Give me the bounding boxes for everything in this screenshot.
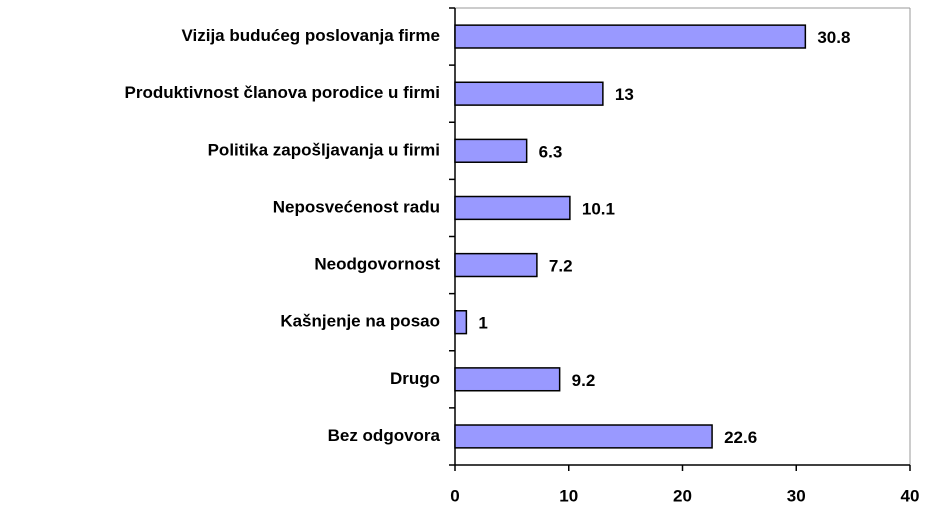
value-label: 9.2 xyxy=(572,371,596,390)
x-tick-label: 40 xyxy=(901,486,920,505)
value-label: 1 xyxy=(478,314,487,333)
x-tick-label: 20 xyxy=(673,486,692,505)
bar xyxy=(454,367,561,392)
value-label: 13 xyxy=(615,85,634,104)
value-label: 6.3 xyxy=(539,142,563,161)
x-tick-label: 0 xyxy=(450,486,459,505)
bar xyxy=(454,424,713,449)
category-label: Neodgovornost xyxy=(314,255,440,274)
category-label: Produktivnost članova porodice u firmi xyxy=(125,83,441,102)
category-label: Vizija budućeg poslovanja firme xyxy=(181,26,440,45)
category-label: Kašnjenje na posao xyxy=(280,312,440,331)
x-tick-label: 30 xyxy=(787,486,806,505)
bar xyxy=(454,195,571,221)
bar xyxy=(454,24,807,49)
value-label: 22.6 xyxy=(724,428,757,447)
value-label: 30.8 xyxy=(817,28,850,47)
value-label: 10.1 xyxy=(582,199,615,218)
category-label: Drugo xyxy=(390,369,440,388)
category-label: Bez odgovora xyxy=(328,426,441,445)
value-label: 7.2 xyxy=(549,257,573,276)
bar xyxy=(454,252,538,278)
bar xyxy=(454,81,604,106)
category-label: Politika zapošljavanja u firmi xyxy=(208,140,440,159)
x-tick-label: 10 xyxy=(559,486,578,505)
category-label: Neposvećenost radu xyxy=(273,197,440,216)
bar xyxy=(454,138,528,163)
bar xyxy=(454,310,468,335)
